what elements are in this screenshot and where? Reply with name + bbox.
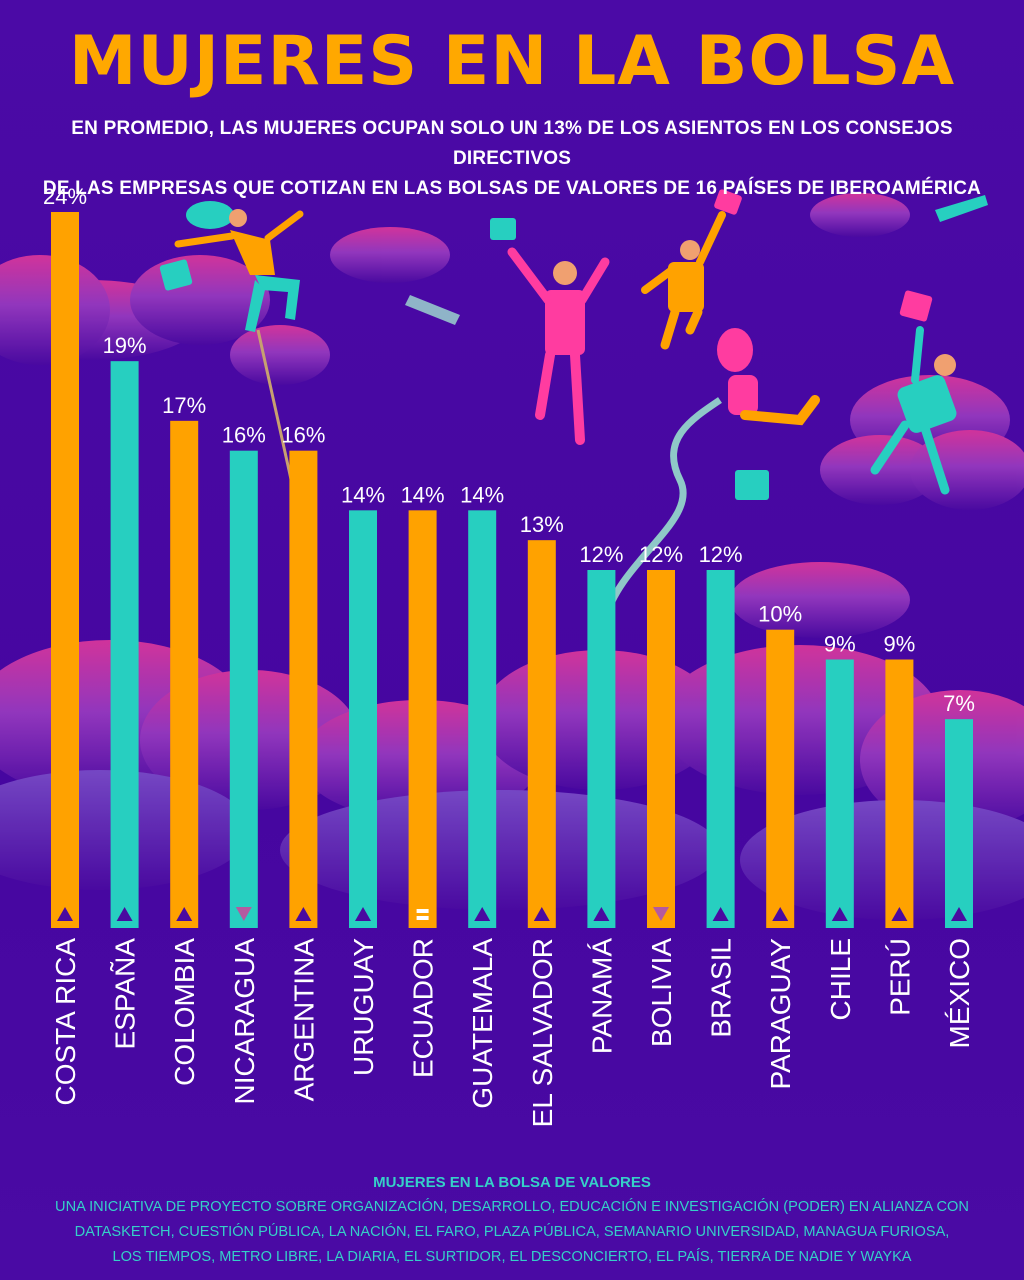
category-label-el-salvador: EL SALVADOR [527, 938, 558, 1127]
category-label-mexico: MÉXICO [944, 938, 975, 1048]
man-teal-suit-figure [870, 290, 957, 495]
subtitle-line-1: EN PROMEDIO, LAS MUJERES OCUPAN SOLO UN … [71, 118, 953, 169]
category-label-colombia: COLOMBIA [169, 938, 200, 1086]
bar-el-salvador [527, 540, 556, 928]
value-label-paraguay: 10% [758, 602, 802, 627]
value-label-espana: 19% [103, 333, 147, 358]
bar-paraguay [766, 629, 795, 928]
bar-argentina [289, 450, 318, 928]
bar-chile [825, 659, 854, 928]
value-label-peru: 9% [884, 632, 916, 657]
bar-mexico [945, 719, 973, 928]
category-label-costa-rica: COSTA RICA [50, 938, 81, 1106]
trend-marker-up-argentina [295, 907, 312, 921]
category-label-nicaragua: NICARAGUA [229, 938, 260, 1105]
value-label-costa-rica: 24% [43, 184, 87, 209]
category-label-argentina: ARGENTINA [288, 938, 319, 1102]
bar-costa-rica [51, 212, 79, 928]
footer-line-2: DATASKETCH, CUESTIÓN PÚBLICA, LA NACIÓN,… [74, 1224, 950, 1240]
trend-marker-up-guatemala [474, 907, 491, 921]
value-label-brasil: 12% [699, 542, 743, 567]
bar-uruguay [349, 510, 377, 928]
bar-espana [110, 361, 139, 929]
value-label-chile: 9% [824, 632, 856, 657]
flying-woman-figure [159, 201, 304, 332]
woman-pink-hair-figure [601, 328, 820, 621]
category-label-ecuador: ECUADOR [408, 938, 439, 1078]
category-label-panama: PANAMÁ [586, 938, 617, 1054]
bar-guatemala [468, 510, 497, 928]
category-label-chile: CHILE [825, 938, 856, 1020]
bar-peru [885, 659, 914, 928]
trend-marker-up-colombia [176, 907, 193, 921]
value-label-uruguay: 14% [341, 482, 385, 507]
category-label-uruguay: URUGUAY [348, 938, 379, 1076]
man-pink-suit-figure [490, 218, 610, 445]
category-label-guatemala: GUATEMALA [467, 938, 498, 1109]
value-label-ecuador: 14% [401, 482, 445, 507]
value-label-bolivia: 12% [639, 542, 683, 567]
background-clouds [0, 193, 1024, 920]
bar-colombia [170, 420, 199, 928]
value-label-nicaragua: 16% [222, 423, 266, 448]
trend-marker-up-espana [116, 907, 133, 921]
category-label-bolivia: BOLIVIA [646, 938, 677, 1047]
value-label-guatemala: 14% [460, 482, 504, 507]
trend-marker-up-panama [593, 907, 610, 921]
value-label-mexico: 7% [943, 691, 975, 716]
small-flying-person-icon [405, 195, 988, 325]
footer-line-1: UNA INICIATIVA DE PROYECTO SOBRE ORGANIZ… [55, 1199, 969, 1215]
category-label-brasil: BRASIL [706, 938, 737, 1038]
trend-marker-up-peru [891, 907, 908, 921]
trend-marker-up-el-salvador [533, 907, 550, 921]
trend-marker-equal-ecuador [416, 909, 429, 920]
man-orange-suit-figure [641, 189, 742, 350]
trend-marker-up-chile [831, 907, 848, 921]
trend-marker-up-brasil [712, 907, 729, 921]
bar-ecuador [408, 510, 437, 928]
footer: MUJERES EN LA BOLSA DE VALORES UNA INICI… [10, 1170, 1014, 1270]
value-label-colombia: 17% [162, 393, 206, 418]
bar-panama [587, 570, 616, 928]
trend-marker-down-bolivia [653, 907, 669, 921]
chart-title: MUJERES EN LA BOLSA [68, 22, 956, 101]
value-label-el-salvador: 13% [520, 512, 564, 537]
trend-marker-up-uruguay [355, 907, 371, 921]
decorative-figures [159, 189, 988, 621]
value-label-argentina: 16% [281, 423, 325, 448]
bar-nicaragua [229, 450, 258, 928]
footer-title: MUJERES EN LA BOLSA DE VALORES [373, 1174, 651, 1191]
footer-line-3: LOS TIEMPOS, METRO LIBRE, LA DIARIA, EL … [112, 1249, 912, 1265]
trend-marker-down-nicaragua [235, 907, 252, 921]
category-label-paraguay: PARAGUAY [765, 938, 796, 1090]
trend-marker-up-mexico [951, 907, 967, 921]
chart-subtitle: EN PROMEDIO, LAS MUJERES OCUPAN SOLO UN … [20, 114, 1004, 204]
subtitle-line-2: DE LAS EMPRESAS QUE COTIZAN EN LAS BOLSA… [42, 178, 982, 199]
trend-marker-up-paraguay [772, 907, 789, 921]
bars-layer: 24% COSTA RICA 19% ESPAÑA 17% COLOMBIA 16% NICA… [43, 184, 975, 1127]
bar-bolivia [647, 570, 675, 928]
trend-marker-up-costa-rica [57, 907, 73, 921]
value-label-panama: 12% [579, 542, 623, 567]
bar-brasil [706, 570, 735, 928]
category-label-espana: ESPAÑA [110, 938, 141, 1050]
category-label-peru: PERÚ [884, 938, 915, 1016]
